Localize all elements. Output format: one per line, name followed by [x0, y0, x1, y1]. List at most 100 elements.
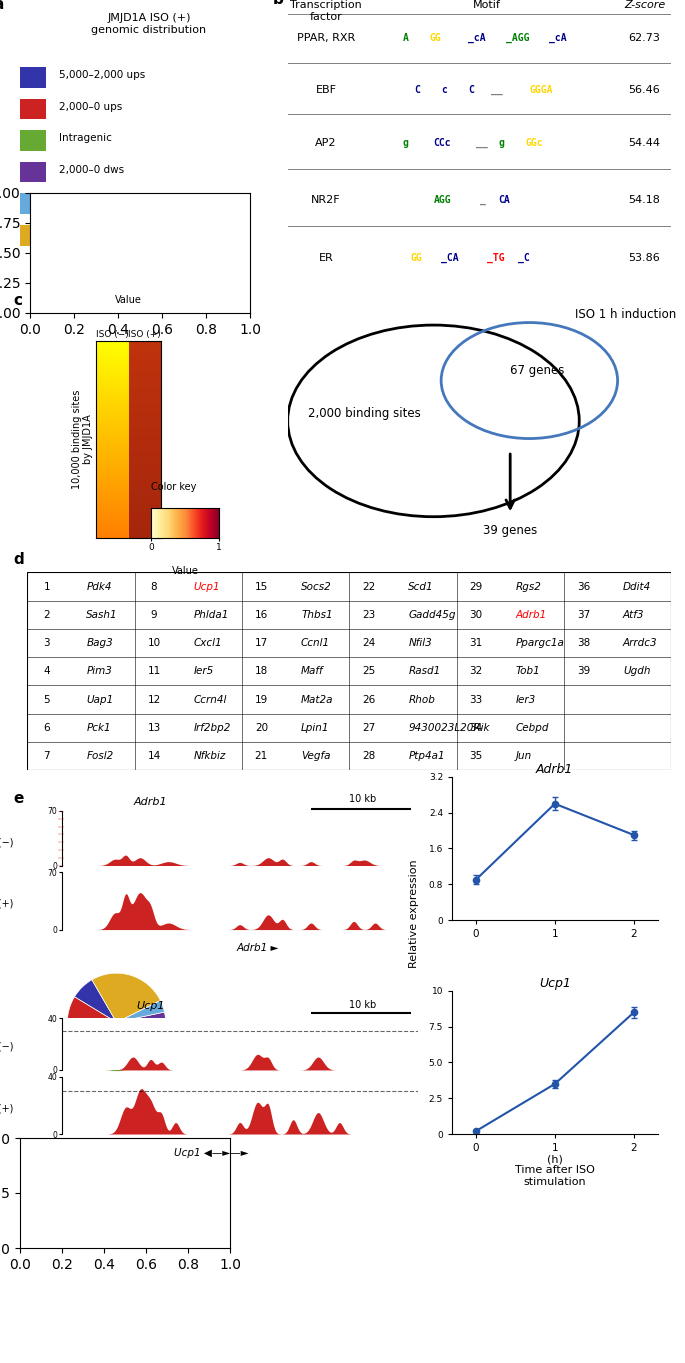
- Text: 34: 34: [469, 722, 483, 733]
- Wedge shape: [116, 1013, 166, 1028]
- Text: 36: 36: [577, 582, 590, 592]
- Text: Transcription
factor: Transcription factor: [290, 0, 362, 22]
- Text: 27: 27: [362, 722, 375, 733]
- Text: 38: 38: [577, 638, 590, 647]
- Text: 35: 35: [469, 751, 483, 761]
- Text: Socs2: Socs2: [301, 582, 332, 592]
- Text: 5,000–2,000 ups: 5,000–2,000 ups: [59, 70, 145, 80]
- Text: _cA: _cA: [468, 33, 486, 44]
- Text: 9430023L20Rik: 9430023L20Rik: [408, 722, 490, 733]
- Text: 2,000–0 dws: 2,000–0 dws: [59, 165, 124, 174]
- Text: Ier5: Ier5: [194, 667, 214, 676]
- Text: Relative expression: Relative expression: [410, 859, 419, 968]
- Text: 37: 37: [577, 609, 590, 620]
- Text: 5,000–2,000 dws: 5,000–2,000 dws: [59, 196, 147, 207]
- Text: Sash1: Sash1: [86, 609, 118, 620]
- Text: C: C: [468, 85, 474, 95]
- Text: ISO (+): ISO (+): [0, 898, 14, 909]
- Text: 7: 7: [43, 751, 50, 761]
- Bar: [20, 129, 45, 151]
- Text: a: a: [0, 0, 3, 12]
- Text: ISO 1 h induction: ISO 1 h induction: [575, 308, 677, 322]
- Text: 2,000 binding sites: 2,000 binding sites: [308, 406, 421, 420]
- Text: 19: 19: [255, 695, 268, 705]
- Bar: [20, 98, 45, 119]
- Text: 56.46: 56.46: [629, 85, 660, 95]
- Text: 21: 21: [255, 751, 268, 761]
- Text: Ucp1: Ucp1: [194, 582, 221, 592]
- Text: 53.86: 53.86: [629, 252, 660, 263]
- Text: Nfil3: Nfil3: [408, 638, 432, 647]
- Bar: [20, 67, 45, 87]
- Text: Ppargc1a: Ppargc1a: [516, 638, 564, 647]
- Text: Rhob: Rhob: [408, 695, 435, 705]
- Text: 54.44: 54.44: [628, 138, 660, 149]
- Text: 3: 3: [43, 638, 50, 647]
- Text: 39: 39: [577, 667, 590, 676]
- Text: 23: 23: [362, 609, 375, 620]
- Text: e: e: [14, 791, 24, 806]
- Text: Mat2a: Mat2a: [301, 695, 334, 705]
- Text: AGG: AGG: [434, 195, 451, 206]
- X-axis label: (h): (h): [547, 1154, 563, 1164]
- Text: Scd1: Scd1: [408, 582, 434, 592]
- Text: 24: 24: [362, 638, 375, 647]
- Text: 32: 32: [469, 667, 483, 676]
- Text: Bag3: Bag3: [86, 638, 113, 647]
- Text: AP2: AP2: [315, 138, 337, 149]
- Title: Ucp1: Ucp1: [539, 977, 571, 990]
- Text: Ucp1 ◀—►—►: Ucp1 ◀—►—►: [174, 1148, 249, 1157]
- Text: 10 kb: 10 kb: [349, 795, 376, 804]
- Text: d: d: [14, 552, 25, 567]
- Text: PPAR, RXR: PPAR, RXR: [297, 33, 356, 44]
- Text: 12: 12: [147, 695, 161, 705]
- Text: 8: 8: [151, 582, 158, 592]
- Text: Ucp1: Ucp1: [136, 1002, 165, 1011]
- Text: c: c: [441, 85, 447, 95]
- Wedge shape: [67, 996, 116, 1032]
- Text: Irf2bp2: Irf2bp2: [194, 722, 231, 733]
- Text: 10: 10: [147, 638, 160, 647]
- Text: Ugdh: Ugdh: [623, 667, 651, 676]
- Text: _: _: [479, 195, 486, 206]
- Text: Pdk4: Pdk4: [86, 582, 112, 592]
- Text: g: g: [499, 138, 505, 149]
- Text: 29: 29: [469, 582, 483, 592]
- Text: Adrb1: Adrb1: [134, 797, 168, 807]
- Text: Motif: Motif: [473, 0, 501, 10]
- Text: ISO (−): ISO (−): [0, 1041, 14, 1052]
- Text: 5: 5: [43, 695, 50, 705]
- Text: _CA: _CA: [441, 252, 459, 263]
- Text: 26: 26: [362, 695, 375, 705]
- Text: 1: 1: [43, 582, 50, 592]
- Text: Vegfa: Vegfa: [301, 751, 331, 761]
- Text: 17: 17: [255, 638, 268, 647]
- Text: 18: 18: [255, 667, 268, 676]
- Text: Ier3: Ier3: [516, 695, 536, 705]
- Text: 10 kb: 10 kb: [349, 1000, 376, 1010]
- Text: Fosl2: Fosl2: [86, 751, 114, 761]
- Text: b: b: [273, 0, 283, 7]
- Bar: [20, 162, 45, 183]
- Text: 33: 33: [469, 695, 483, 705]
- Text: 67 genes: 67 genes: [510, 364, 564, 378]
- Text: c: c: [14, 293, 23, 308]
- Text: Rasd1: Rasd1: [408, 667, 440, 676]
- Text: Rgs2: Rgs2: [516, 582, 542, 592]
- Text: _AGG: _AGG: [506, 33, 530, 44]
- Text: _cA: _cA: [549, 33, 566, 44]
- Wedge shape: [92, 973, 160, 1022]
- Text: Uap1: Uap1: [86, 695, 114, 705]
- Text: 31: 31: [469, 638, 483, 647]
- Text: CA: CA: [499, 195, 510, 206]
- Text: Pim3: Pim3: [86, 667, 112, 676]
- Text: Nfkbiz: Nfkbiz: [194, 751, 226, 761]
- Text: 11: 11: [147, 667, 161, 676]
- Wedge shape: [68, 1022, 165, 1071]
- Text: Phlda1: Phlda1: [194, 609, 229, 620]
- Text: NR2F: NR2F: [311, 195, 341, 206]
- Text: 30: 30: [469, 609, 482, 620]
- Text: Ptp4a1: Ptp4a1: [408, 751, 445, 761]
- Text: Intragenic: Intragenic: [59, 134, 112, 143]
- Text: Time after ISO
stimulation: Time after ISO stimulation: [515, 1165, 595, 1187]
